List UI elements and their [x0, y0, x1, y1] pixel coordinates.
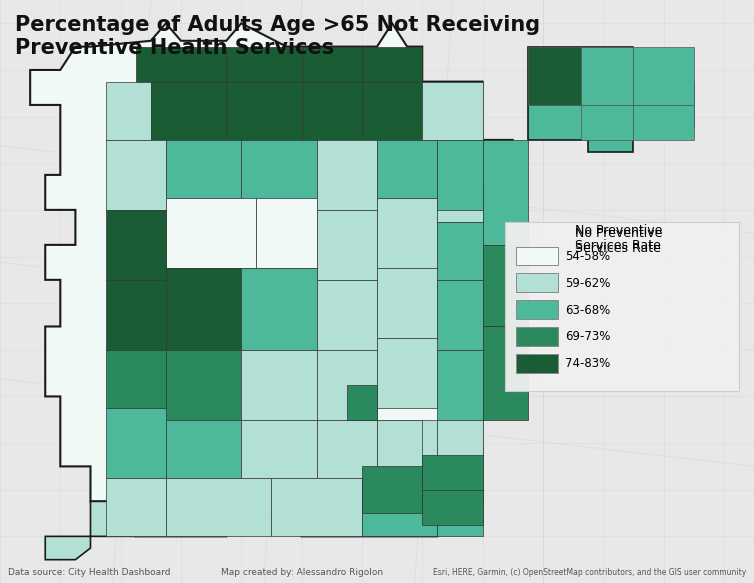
- Bar: [302, 82, 362, 140]
- Bar: [516, 300, 558, 319]
- Bar: [226, 47, 302, 82]
- Bar: [437, 420, 483, 478]
- Bar: [106, 82, 151, 140]
- Bar: [483, 140, 528, 245]
- Text: 54-58%: 54-58%: [566, 250, 611, 263]
- Text: Data source: City Health Dashboard: Data source: City Health Dashboard: [8, 568, 170, 577]
- Bar: [241, 140, 317, 210]
- Text: 59-62%: 59-62%: [566, 277, 611, 290]
- Bar: [377, 268, 437, 338]
- Bar: [302, 47, 362, 82]
- Bar: [581, 105, 633, 140]
- Bar: [106, 140, 166, 210]
- Bar: [377, 338, 437, 408]
- Bar: [377, 420, 437, 478]
- Text: No Preventive
Services Rate: No Preventive Services Rate: [575, 227, 662, 255]
- Bar: [437, 140, 483, 210]
- Bar: [362, 466, 422, 513]
- Bar: [106, 478, 166, 536]
- Bar: [151, 82, 226, 140]
- Bar: [377, 140, 437, 198]
- Bar: [437, 478, 483, 536]
- Bar: [241, 350, 317, 420]
- Bar: [226, 82, 302, 140]
- Bar: [516, 354, 558, 373]
- Bar: [633, 105, 694, 140]
- Bar: [437, 280, 483, 350]
- Bar: [106, 210, 166, 280]
- Bar: [437, 140, 483, 222]
- Bar: [437, 222, 483, 280]
- PathPatch shape: [30, 23, 513, 536]
- Bar: [106, 280, 166, 350]
- Text: Percentage of Adults Age >65 Not Receiving
Preventive Health Services: Percentage of Adults Age >65 Not Receivi…: [15, 15, 540, 58]
- Bar: [516, 327, 558, 346]
- Bar: [422, 490, 483, 525]
- Bar: [362, 478, 437, 536]
- Text: 74-83%: 74-83%: [566, 357, 611, 370]
- Bar: [422, 455, 483, 501]
- Bar: [241, 420, 317, 478]
- Bar: [166, 420, 241, 478]
- Bar: [166, 198, 256, 268]
- Bar: [317, 210, 377, 280]
- Bar: [528, 47, 581, 105]
- Bar: [166, 478, 271, 536]
- Bar: [317, 280, 377, 350]
- Bar: [505, 222, 739, 391]
- Text: No Preventive
Services Rate: No Preventive Services Rate: [575, 224, 662, 252]
- Bar: [377, 420, 422, 478]
- Bar: [317, 420, 377, 478]
- Bar: [437, 350, 483, 420]
- Bar: [581, 47, 633, 105]
- PathPatch shape: [528, 47, 694, 152]
- PathPatch shape: [45, 501, 136, 560]
- Text: Map created by: Alessandro Rigolon: Map created by: Alessandro Rigolon: [220, 568, 383, 577]
- Bar: [241, 268, 317, 350]
- Bar: [633, 47, 694, 105]
- Bar: [516, 247, 558, 265]
- Bar: [347, 385, 377, 420]
- Text: 69-73%: 69-73%: [566, 331, 611, 343]
- Bar: [362, 82, 422, 140]
- Bar: [317, 350, 377, 420]
- Bar: [166, 350, 241, 420]
- Bar: [136, 47, 226, 82]
- Text: 63-68%: 63-68%: [566, 304, 611, 317]
- Bar: [516, 273, 558, 292]
- Bar: [271, 478, 362, 536]
- Bar: [362, 47, 422, 82]
- Bar: [106, 408, 166, 478]
- Bar: [377, 198, 437, 268]
- Bar: [166, 268, 241, 350]
- Bar: [106, 350, 166, 408]
- Bar: [483, 326, 528, 420]
- Bar: [317, 140, 377, 210]
- Bar: [483, 245, 528, 326]
- Bar: [256, 198, 317, 268]
- Bar: [422, 82, 483, 140]
- Bar: [166, 140, 241, 198]
- Text: Esri, HERE, Garmin, (c) OpenStreetMap contributors, and the GIS user community: Esri, HERE, Garmin, (c) OpenStreetMap co…: [434, 568, 746, 577]
